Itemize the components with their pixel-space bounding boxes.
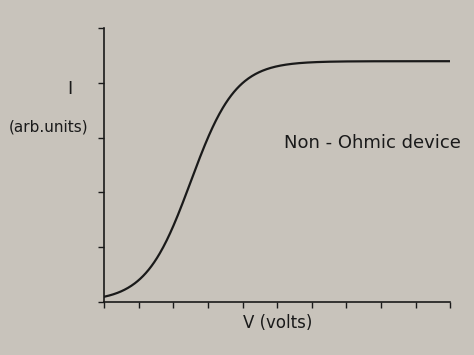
X-axis label: V (volts): V (volts) <box>243 314 312 332</box>
Text: (arb.units): (arb.units) <box>9 119 89 134</box>
Text: I: I <box>67 80 73 98</box>
Text: Non - Ohmic device: Non - Ohmic device <box>284 134 461 152</box>
